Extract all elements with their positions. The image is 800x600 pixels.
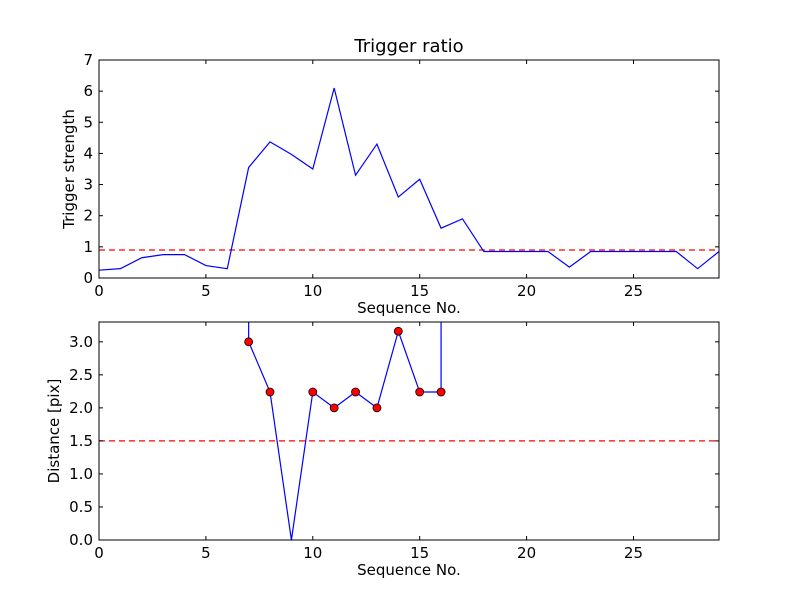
data-point <box>244 337 254 347</box>
x-tick-label: 5 <box>201 282 211 300</box>
data-point <box>308 387 318 397</box>
y-tick-label: 7 <box>83 51 93 69</box>
y-tick-label: 2.5 <box>69 366 93 384</box>
data-point <box>329 403 339 413</box>
x-tick-label: 15 <box>410 282 429 300</box>
y-tick-label: 3.0 <box>69 333 93 351</box>
chart-title: Trigger ratio <box>353 36 463 57</box>
y-tick-label: 2.0 <box>69 399 93 417</box>
chart-1: 0 5 10 15 20 25 0 1 2 3 4 5 6 7 Sequence No. Trigger st… <box>60 36 720 317</box>
y-tick-label: 2 <box>83 207 93 225</box>
y-tick-label: 1 <box>83 238 93 256</box>
plot-frame <box>98 321 720 541</box>
x-tick-label: 15 <box>410 544 429 562</box>
x-tick-label: 20 <box>517 544 536 562</box>
x-axis-label: Sequence No. <box>357 561 461 579</box>
y-tick-label: 6 <box>83 82 93 100</box>
y-tick-label: 0.0 <box>69 531 93 549</box>
x-tick-label: 25 <box>624 282 643 300</box>
x-tick-label: 25 <box>624 544 643 562</box>
y-tick-label: 0 <box>83 269 93 287</box>
y-tick-label: 1.0 <box>69 465 93 483</box>
x-tick-label: 20 <box>517 282 536 300</box>
y-axis-label: Trigger strength <box>60 109 78 230</box>
x-tick-label: 10 <box>303 544 322 562</box>
x-tick-label: 0 <box>94 544 104 562</box>
x-tick-label: 5 <box>201 544 211 562</box>
data-point <box>265 387 275 397</box>
plot-data <box>99 87 719 271</box>
x-tick-label: 10 <box>303 282 322 300</box>
y-tick-label: 0.5 <box>69 498 93 516</box>
plot-area <box>99 60 719 278</box>
y-tick-label: 3 <box>83 176 93 194</box>
y-tick-label: 4 <box>83 144 93 162</box>
y-tick-label: 1.5 <box>69 432 93 450</box>
data-point <box>436 387 446 397</box>
data-point <box>372 403 382 413</box>
x-axis-label: Sequence No. <box>357 299 461 317</box>
data-point <box>393 326 403 336</box>
chart-2: 0 5 10 15 20 25 0.0 0.5 1.0 1.5 2.0 2.5 3.0 Sequence … <box>45 321 720 579</box>
data-point <box>415 387 425 397</box>
series-line-1 <box>99 87 719 271</box>
y-axis-label: Distance [pix] <box>45 379 63 484</box>
plot-area <box>99 322 719 540</box>
y-tick-label: 5 <box>83 113 93 131</box>
data-point <box>351 387 360 397</box>
plot-frame <box>98 59 720 279</box>
x-tick-label: 0 <box>94 282 104 300</box>
